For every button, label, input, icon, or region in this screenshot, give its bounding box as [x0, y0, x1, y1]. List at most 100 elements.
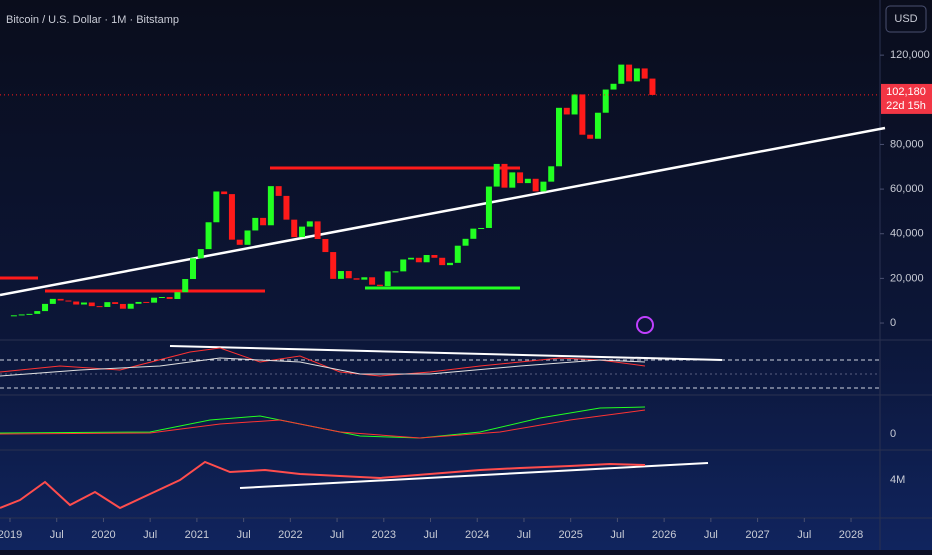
x-tick-label: Jul	[143, 529, 157, 541]
candle	[618, 64, 625, 84]
candle	[493, 163, 500, 187]
candle	[158, 297, 165, 299]
candle	[112, 302, 119, 304]
pane-label: 0	[890, 428, 896, 440]
x-tick-label: Jul	[237, 529, 251, 541]
candle	[291, 219, 298, 238]
x-tick-label: 2028	[839, 529, 863, 541]
candle	[252, 217, 259, 231]
y-tick-label: 40,000	[890, 228, 924, 240]
x-tick-label: Jul	[704, 529, 718, 541]
candle	[345, 271, 352, 279]
candle	[10, 315, 17, 317]
candle	[384, 271, 391, 287]
candle	[314, 221, 321, 239]
candle	[174, 292, 181, 299]
candle	[88, 302, 95, 307]
candle	[478, 227, 485, 229]
candle	[213, 191, 220, 223]
y-tick-label: 80,000	[890, 138, 924, 150]
candle	[392, 271, 399, 273]
candle	[571, 94, 578, 115]
candle	[446, 262, 453, 266]
candle	[205, 222, 212, 250]
x-tick-label: 2025	[558, 529, 582, 541]
candle	[470, 228, 477, 239]
x-tick-label: 2019	[0, 529, 22, 541]
y-tick-label: 120,000	[890, 49, 930, 61]
candle	[143, 301, 150, 303]
candle	[563, 107, 570, 115]
candle	[267, 186, 274, 226]
candle	[26, 313, 33, 315]
x-tick-label: 2022	[278, 529, 302, 541]
candle	[485, 186, 492, 228]
x-tick-label: 2021	[185, 529, 209, 541]
candle	[96, 306, 103, 308]
candle	[594, 112, 601, 139]
candle	[641, 68, 648, 79]
candle	[626, 64, 633, 82]
candle	[408, 257, 415, 260]
candle	[57, 298, 64, 301]
candle	[353, 278, 360, 280]
x-tick-label: 2026	[652, 529, 676, 541]
candle	[376, 284, 383, 287]
currency[interactable]: USD	[894, 13, 917, 25]
x-tick-label: Jul	[330, 529, 344, 541]
x-tick-label: Jul	[517, 529, 531, 541]
indicators	[0, 316, 880, 510]
candle	[548, 166, 555, 182]
candle	[501, 163, 508, 188]
candle	[454, 245, 461, 263]
drawings	[0, 126, 886, 297]
candle	[34, 311, 41, 314]
candle	[65, 300, 72, 302]
y-tick-label: 60,000	[890, 183, 924, 195]
x-tick-label: Jul	[797, 529, 811, 541]
candle	[127, 303, 134, 309]
candle	[49, 298, 56, 304]
candle	[119, 303, 126, 309]
candle	[439, 257, 446, 266]
x-tick-label: Jul	[50, 529, 64, 541]
x-tick-label: Jul	[423, 529, 437, 541]
candle	[610, 83, 617, 90]
pane-label: 4M	[890, 474, 905, 486]
candle	[18, 314, 25, 316]
candle	[166, 297, 173, 299]
candle	[244, 230, 251, 245]
candle	[517, 172, 524, 184]
candle	[633, 68, 640, 82]
currency-button[interactable]	[885, 5, 927, 33]
countdown: 22d 15h	[886, 100, 926, 112]
x-tick-label: 2027	[745, 529, 769, 541]
x-tick-label: 2024	[465, 529, 489, 541]
candle	[361, 277, 368, 280]
candle	[400, 259, 407, 272]
candle	[649, 78, 656, 95]
price-label-box	[881, 83, 932, 114]
candle	[337, 271, 344, 279]
chart-title: Bitcoin / U.S. Dollar · 1M · Bitstamp	[6, 14, 179, 26]
candle	[415, 257, 422, 263]
candle	[540, 181, 547, 192]
candle	[322, 238, 329, 253]
x-tick-label: Jul	[610, 529, 624, 541]
x-tick-label: 2023	[372, 529, 396, 541]
candle	[330, 252, 337, 279]
candle	[182, 279, 189, 293]
candle	[197, 249, 204, 259]
y-tick-label: 0	[890, 317, 896, 329]
candle	[228, 194, 235, 240]
candle	[431, 255, 438, 258]
candle	[283, 195, 290, 220]
candle	[369, 277, 376, 285]
candle	[556, 107, 563, 167]
x-tick-label: 2020	[91, 529, 115, 541]
candle	[462, 238, 469, 246]
y-tick-label: 20,000	[890, 272, 924, 284]
